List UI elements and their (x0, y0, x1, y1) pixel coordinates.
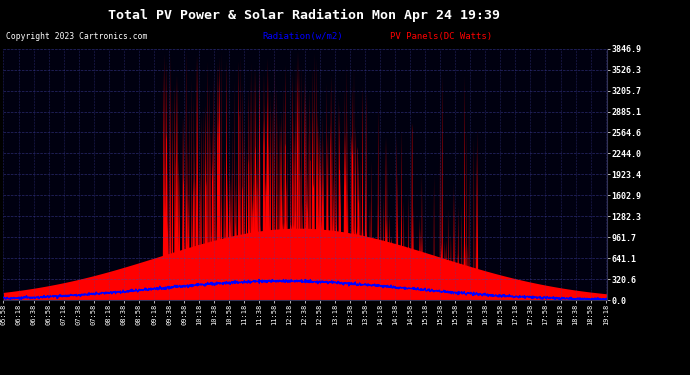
Text: PV Panels(DC Watts): PV Panels(DC Watts) (390, 32, 492, 41)
Text: Copyright 2023 Cartronics.com: Copyright 2023 Cartronics.com (6, 32, 147, 41)
Text: Radiation(w/m2): Radiation(w/m2) (262, 32, 343, 41)
Text: Total PV Power & Solar Radiation Mon Apr 24 19:39: Total PV Power & Solar Radiation Mon Apr… (108, 9, 500, 22)
